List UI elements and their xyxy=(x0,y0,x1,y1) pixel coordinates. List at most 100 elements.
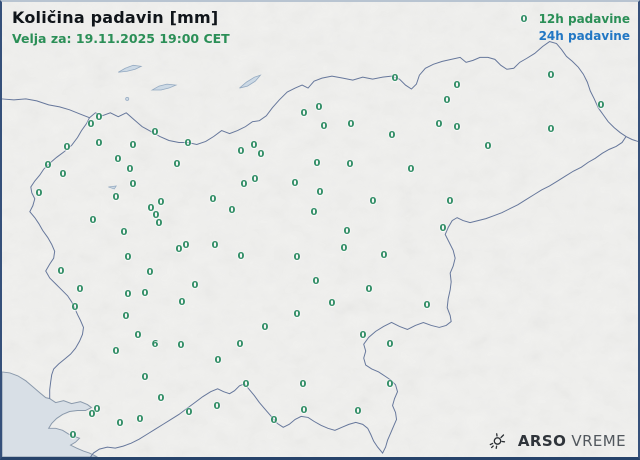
station-value: 0 xyxy=(386,379,394,390)
station-value: 0 xyxy=(293,309,301,320)
station-value: 0 xyxy=(237,146,245,157)
station-value: 0 xyxy=(211,240,219,251)
validity-subtitle: Velja za: 19.11.2025 19:00 CET xyxy=(12,31,230,46)
station-value: 0 xyxy=(359,330,367,341)
station-value: 0 xyxy=(391,73,399,84)
station-value: 0 xyxy=(116,418,124,429)
station-value: 0 xyxy=(95,138,103,149)
station-value: 0 xyxy=(129,179,137,190)
station-value: 0 xyxy=(257,149,265,160)
station-value: 0 xyxy=(71,302,79,313)
station-value: 0 xyxy=(146,267,154,278)
station-value: 0 xyxy=(380,250,388,261)
station-value: 0 xyxy=(300,405,308,416)
station-value: 0 xyxy=(147,203,155,214)
station-value: 0 xyxy=(35,188,43,199)
station-value: 0 xyxy=(346,159,354,170)
station-value: 0 xyxy=(89,215,97,226)
station-value: 0 xyxy=(44,160,52,171)
station-value: 0 xyxy=(209,194,217,205)
station-value: 0 xyxy=(134,330,142,341)
brand-text: ARSO VREME xyxy=(518,432,626,450)
station-value: 0 xyxy=(95,112,103,123)
brand-vreme: VREME xyxy=(571,432,626,450)
station-value: 0 xyxy=(141,372,149,383)
station-value: 0 xyxy=(250,140,258,151)
station-value: 0 xyxy=(407,164,415,175)
header: Količina padavin [mm] Velja za: 19.11.20… xyxy=(12,8,230,46)
border-west xyxy=(29,117,90,399)
station-value: 0 xyxy=(237,251,245,262)
station-value: 0 xyxy=(120,227,128,238)
station-value: 0 xyxy=(300,108,308,119)
station-value: 0 xyxy=(69,430,77,441)
station-value: 0 xyxy=(122,311,130,322)
station-value: 0 xyxy=(446,196,454,207)
station-value: 0 xyxy=(191,280,199,291)
legend-item-12h[interactable]: 12h padavine xyxy=(538,12,630,26)
station-value: 0 xyxy=(59,169,67,180)
station-value: 0 xyxy=(126,164,134,175)
station-value: 0 xyxy=(547,124,555,135)
station-value: 0 xyxy=(315,102,323,113)
station-value: 0 xyxy=(386,339,394,350)
station-value: 0 xyxy=(293,252,301,263)
station-value: 0 xyxy=(328,298,336,309)
station-value: 0 xyxy=(320,121,328,132)
station-value: 0 xyxy=(369,196,377,207)
lake-bohinj xyxy=(108,185,117,190)
station-value: 0 xyxy=(213,401,221,412)
station-value: 0 xyxy=(299,379,307,390)
station-value: 0 xyxy=(240,179,248,190)
station-value: 0 xyxy=(291,178,299,189)
station-value: 0 xyxy=(182,240,190,251)
brand-arso: ARSO xyxy=(517,432,567,450)
station-value: 0 xyxy=(228,205,236,216)
station-value: 0 xyxy=(435,119,443,130)
station-value: 0 xyxy=(129,140,137,151)
station-value: 0 xyxy=(453,80,461,91)
station-value: 0 xyxy=(87,119,95,130)
border-north xyxy=(89,41,638,145)
lake-2 xyxy=(150,83,178,91)
lake-3 xyxy=(239,74,262,89)
station-value: 0 xyxy=(177,340,185,351)
page-title: Količina padavin [mm] xyxy=(12,8,219,27)
station-value: 0 xyxy=(313,158,321,169)
station-value: 0 xyxy=(443,95,451,106)
border-south-east xyxy=(90,136,627,457)
station-value: 0 xyxy=(184,138,192,149)
station-value: 0 xyxy=(93,404,101,415)
adriatic-sea xyxy=(2,371,98,457)
station-value: 0 xyxy=(340,243,348,254)
station-value: 0 xyxy=(57,266,65,277)
station-value: 0 xyxy=(178,297,186,308)
station-value: 0 xyxy=(136,414,144,425)
legend: 12h padavine 24h padavine xyxy=(539,11,630,45)
station-value: 0 xyxy=(597,100,605,111)
station-value: 0 xyxy=(484,141,492,152)
station-value: 0 xyxy=(155,218,163,229)
arso-vreme-logo: ARSO VREME xyxy=(488,432,626,450)
station-value: 0 xyxy=(388,130,396,141)
lake-1 xyxy=(118,64,143,73)
station-value: 0 xyxy=(316,187,324,198)
station-value: 0 xyxy=(365,284,373,295)
station-value: 0 xyxy=(157,197,165,208)
station-value: 0 xyxy=(261,322,269,333)
station-value: 0 xyxy=(354,406,362,417)
station-value: 0 xyxy=(185,407,193,418)
station-value: 0 xyxy=(520,14,528,25)
station-value: 0 xyxy=(175,244,183,255)
station-value: 0 xyxy=(124,252,132,263)
sun-weather-icon xyxy=(488,432,506,450)
station-value: 0 xyxy=(270,415,278,426)
station-value: 0 xyxy=(343,226,351,237)
station-value: 0 xyxy=(347,119,355,130)
station-value: 0 xyxy=(112,192,120,203)
station-value: 0 xyxy=(453,122,461,133)
station-value: 0 xyxy=(141,288,149,299)
legend-item-24h[interactable]: 24h padavine xyxy=(538,29,630,43)
